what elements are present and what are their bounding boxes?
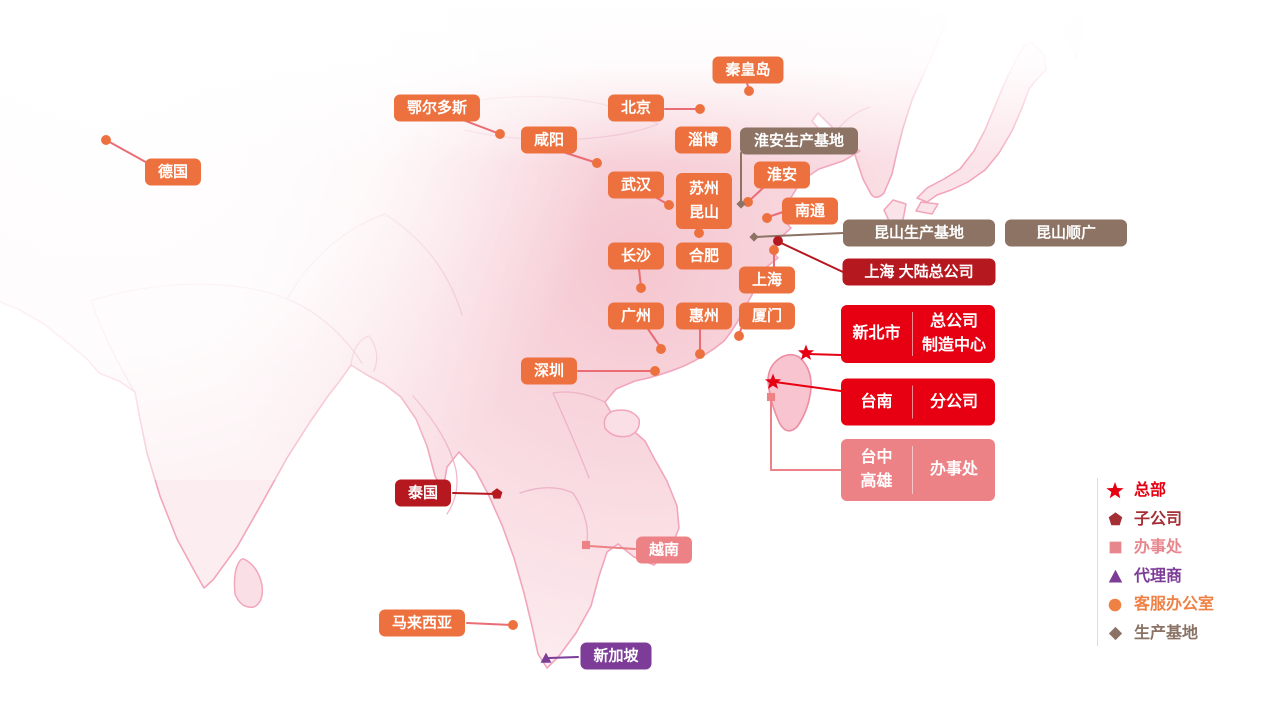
circle-icon — [1105, 598, 1125, 612]
west-fade — [0, 0, 620, 480]
huizhou-circle-marker — [695, 349, 705, 359]
square-icon — [1105, 541, 1125, 554]
taizhong-square-marker — [766, 392, 776, 402]
malaixiya-circle-marker — [508, 620, 518, 630]
legend-item-customer-service-office: 客服办公室 — [1105, 594, 1214, 616]
taiwan-shape — [767, 353, 812, 432]
connector-xianyang — [562, 151, 598, 164]
shenzhen-circle-marker — [650, 366, 660, 376]
legend-label: 客服办公室 — [1134, 596, 1215, 614]
eerduosi-circle-marker — [495, 129, 505, 139]
guangzhou-circle-marker — [656, 344, 666, 354]
diamond-icon — [1105, 626, 1125, 640]
connector-deguo — [105, 139, 152, 166]
legend-label: 总部 — [1134, 482, 1167, 500]
triangle-icon — [1105, 569, 1125, 584]
shanghai-circle-marker — [769, 245, 779, 255]
legend-divider — [1097, 478, 1098, 646]
legend-item-office: 办事处 — [1105, 537, 1214, 559]
xinjiapo-triangle-marker — [540, 652, 552, 663]
taiguo-pentagon-marker — [491, 488, 503, 499]
kunshan-base-diamond-marker — [749, 232, 759, 242]
connector-xinbeishi — [807, 353, 842, 356]
legend-label: 代理商 — [1134, 567, 1183, 585]
shanghai-hq-circle-marker — [773, 236, 783, 246]
connector-tainan — [774, 381, 842, 392]
legend-label: 办事处 — [1134, 539, 1183, 557]
yuenan-square-marker — [581, 540, 591, 550]
beijing-circle-marker — [695, 104, 705, 114]
tainan-star-star-marker — [764, 373, 782, 389]
wuhan-circle-marker — [664, 200, 674, 210]
huaian-base-diamond-marker — [736, 199, 746, 209]
connector-shanghai-hq — [778, 241, 844, 273]
connector-taiguo — [452, 492, 497, 495]
nantong-circle-marker — [762, 213, 772, 223]
legend: 总部子公司办事处代理商客服办公室生产基地 — [1105, 480, 1214, 644]
connector-yuenan — [588, 545, 636, 550]
xianyang-circle-marker — [592, 158, 602, 168]
sri-lanka-shape — [233, 558, 264, 608]
pentagon-icon — [1105, 512, 1125, 527]
qinhuangdao-circle-marker — [744, 86, 754, 96]
legend-item-subsidiary: 子公司 — [1105, 509, 1214, 531]
legend-label: 生产基地 — [1134, 624, 1199, 642]
huaian-circle-marker — [743, 197, 753, 207]
legend-item-headquarters: 总部 — [1105, 480, 1214, 502]
connector-eerduosi — [462, 119, 501, 135]
connector-kunshan-base — [754, 232, 844, 238]
legend-item-agent: 代理商 — [1105, 566, 1214, 588]
legend-label: 子公司 — [1134, 510, 1183, 528]
changsha-circle-marker — [636, 283, 646, 293]
hefei-circle-marker — [694, 228, 704, 238]
legend-item-production-base: 生产基地 — [1105, 623, 1214, 645]
star-icon — [1105, 481, 1125, 500]
connector-xinjiapo — [548, 656, 579, 659]
xiamen-circle-marker — [734, 331, 744, 341]
deguo-circle-marker — [101, 135, 111, 145]
xinbeishi-star-star-marker — [797, 344, 815, 360]
connector-malaixiya — [466, 622, 513, 626]
